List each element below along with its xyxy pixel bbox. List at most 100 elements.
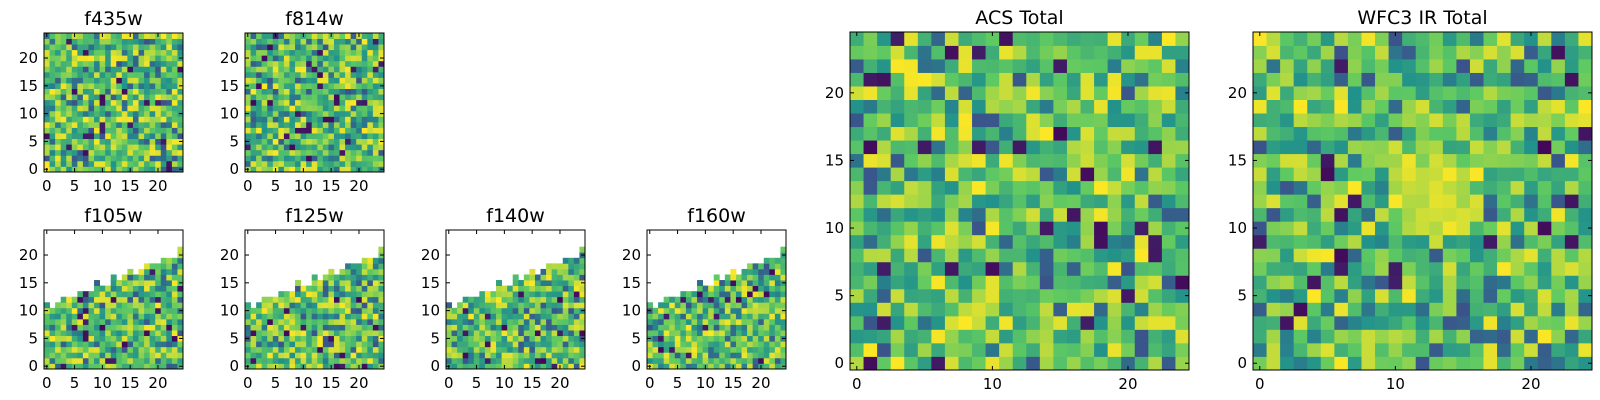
y-tick-label: 10 xyxy=(825,219,844,237)
x-tick-label: 20 xyxy=(349,177,368,195)
heatmap-cell xyxy=(972,194,986,209)
heatmap-cell xyxy=(540,330,547,337)
heatmap-cell xyxy=(66,77,73,84)
heatmap-cell xyxy=(88,138,95,145)
heatmap-cell xyxy=(999,275,1014,290)
heatmap-cell xyxy=(121,44,128,51)
heatmap-cell xyxy=(1026,99,1041,114)
heatmap-cell xyxy=(261,352,268,359)
heatmap-cell xyxy=(317,88,324,95)
heatmap-cell xyxy=(1483,180,1498,195)
heatmap-cell xyxy=(763,257,770,264)
heatmap-cell xyxy=(261,38,268,45)
heatmap-cells xyxy=(245,246,385,370)
heatmap-cell xyxy=(138,313,145,320)
heatmap-cell xyxy=(295,296,301,303)
heatmap-cell xyxy=(372,274,379,281)
heatmap-cell xyxy=(1361,126,1376,141)
heatmap-cell xyxy=(94,313,100,320)
heatmap-cell xyxy=(116,116,123,123)
heatmap-cell xyxy=(166,66,173,73)
heatmap-cell xyxy=(680,296,687,303)
heatmap-cell xyxy=(250,346,257,353)
heatmap-cell xyxy=(300,313,307,320)
heatmap-cell xyxy=(1524,221,1539,236)
heatmap-cell xyxy=(49,133,56,140)
heatmap-cell xyxy=(446,352,452,359)
heatmap-cell xyxy=(132,71,139,78)
heatmap-cell xyxy=(60,357,67,364)
heatmap-cell xyxy=(1280,113,1295,128)
heatmap-cell xyxy=(1094,315,1109,330)
heatmap-cell xyxy=(890,221,905,236)
heatmap-cell xyxy=(149,144,156,151)
heatmap-cell xyxy=(88,363,95,370)
heatmap-cell xyxy=(333,149,340,156)
heatmap-cell xyxy=(317,280,324,286)
heatmap-cell xyxy=(557,302,564,309)
heatmap-cell xyxy=(752,313,759,320)
heatmap-cell xyxy=(1026,329,1041,344)
heatmap-cell xyxy=(272,55,279,62)
heatmap-cell xyxy=(116,155,123,162)
heatmap-cell xyxy=(985,248,1000,263)
heatmap-cell xyxy=(1415,261,1430,276)
heatmap-cell xyxy=(272,307,279,314)
heatmap-cell xyxy=(166,324,173,331)
heatmap-cell xyxy=(110,110,117,117)
heatmap-cell xyxy=(551,363,558,370)
heatmap-cell xyxy=(685,324,692,331)
heatmap-cell xyxy=(1148,342,1163,357)
heatmap-cell xyxy=(116,55,123,62)
heatmap-cell xyxy=(94,144,100,151)
heatmap-cell xyxy=(1094,221,1109,236)
heatmap-cell xyxy=(1280,99,1295,114)
heatmap-cell xyxy=(769,318,776,325)
heatmap-cell xyxy=(1280,315,1295,330)
heatmap-cell xyxy=(972,180,986,195)
heatmap-cell xyxy=(568,313,575,320)
heatmap-cell xyxy=(1564,86,1579,100)
heatmap-cell xyxy=(1578,315,1593,330)
heatmap-cell xyxy=(66,105,73,112)
heatmap-cell xyxy=(55,66,62,73)
heatmap-cell xyxy=(674,318,681,325)
heatmap-cell xyxy=(1347,234,1362,249)
heatmap-cell xyxy=(372,307,379,314)
heatmap-cell xyxy=(378,88,385,95)
heatmap-cell xyxy=(160,346,167,353)
heatmap-cell xyxy=(94,324,100,331)
heatmap-cell xyxy=(350,363,357,370)
heatmap-cell xyxy=(724,274,731,281)
heatmap-cell xyxy=(333,324,340,331)
heatmap-cell xyxy=(774,324,781,331)
heatmap-cell xyxy=(904,302,919,317)
heatmap-cell xyxy=(356,313,363,320)
heatmap-cell xyxy=(55,99,62,106)
heatmap-cell xyxy=(289,127,296,134)
heatmap-cell xyxy=(289,291,296,298)
heatmap-cell xyxy=(1253,275,1267,290)
heatmap-cell xyxy=(99,357,106,364)
heatmap-cell xyxy=(1148,167,1163,182)
heatmap-cell xyxy=(60,160,67,167)
heatmap-cell xyxy=(116,71,123,78)
heatmap-cell xyxy=(261,44,268,51)
heatmap-cell xyxy=(311,55,318,62)
heatmap-cell xyxy=(1121,221,1136,236)
heatmap-cell xyxy=(345,49,352,56)
heatmap-cell xyxy=(289,166,296,173)
heatmap-cell xyxy=(127,274,134,281)
heatmap-cell xyxy=(1039,315,1054,330)
heatmap-cell xyxy=(256,302,263,309)
heatmap-cell xyxy=(261,307,268,314)
heatmap-cell xyxy=(863,45,878,60)
heatmap-cell xyxy=(1415,86,1430,100)
heatmap-cell xyxy=(121,127,128,134)
heatmap-cell xyxy=(484,363,491,370)
heatmap-cell xyxy=(155,99,162,106)
heatmap-cell xyxy=(863,72,878,87)
heatmap-cell xyxy=(1347,261,1362,276)
heatmap-cell xyxy=(82,105,89,112)
heatmap-cell xyxy=(245,49,251,56)
